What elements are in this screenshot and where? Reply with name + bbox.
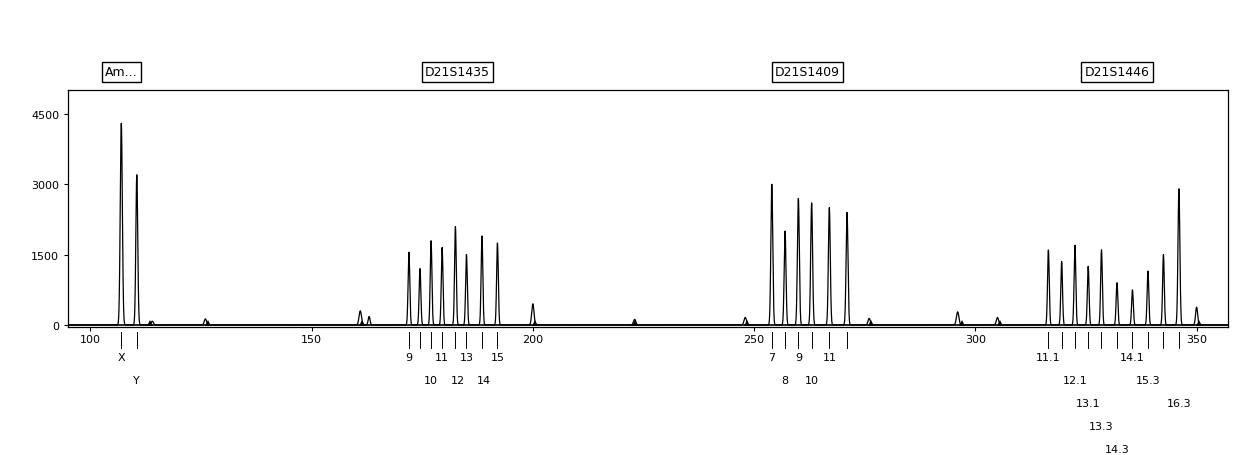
Text: 14.1: 14.1 [1120,353,1145,363]
Text: 7: 7 [769,353,775,363]
Text: D21S1435: D21S1435 [425,66,490,79]
Text: 15: 15 [491,353,505,363]
Text: 9: 9 [405,353,413,363]
Text: 11: 11 [822,353,836,363]
Text: 16.3: 16.3 [1167,398,1192,408]
Text: 11: 11 [435,353,449,363]
Text: D21S1409: D21S1409 [775,66,839,79]
Text: 14: 14 [477,375,491,385]
Text: 13.3: 13.3 [1089,421,1114,431]
Text: 10: 10 [424,375,438,385]
Text: Am...: Am... [105,66,138,79]
Text: Y: Y [134,375,140,385]
Text: 13.1: 13.1 [1076,398,1101,408]
Text: 14.3: 14.3 [1105,444,1130,454]
Text: 10: 10 [805,375,818,385]
Text: 15.3: 15.3 [1136,375,1161,385]
Text: 12: 12 [450,375,465,385]
Text: 9: 9 [795,353,802,363]
Text: 11.1: 11.1 [1037,353,1060,363]
Text: 12.1: 12.1 [1063,375,1087,385]
Text: X: X [118,353,125,363]
Text: 8: 8 [781,375,789,385]
Text: D21S1446: D21S1446 [1085,66,1149,79]
Text: 13: 13 [460,353,474,363]
